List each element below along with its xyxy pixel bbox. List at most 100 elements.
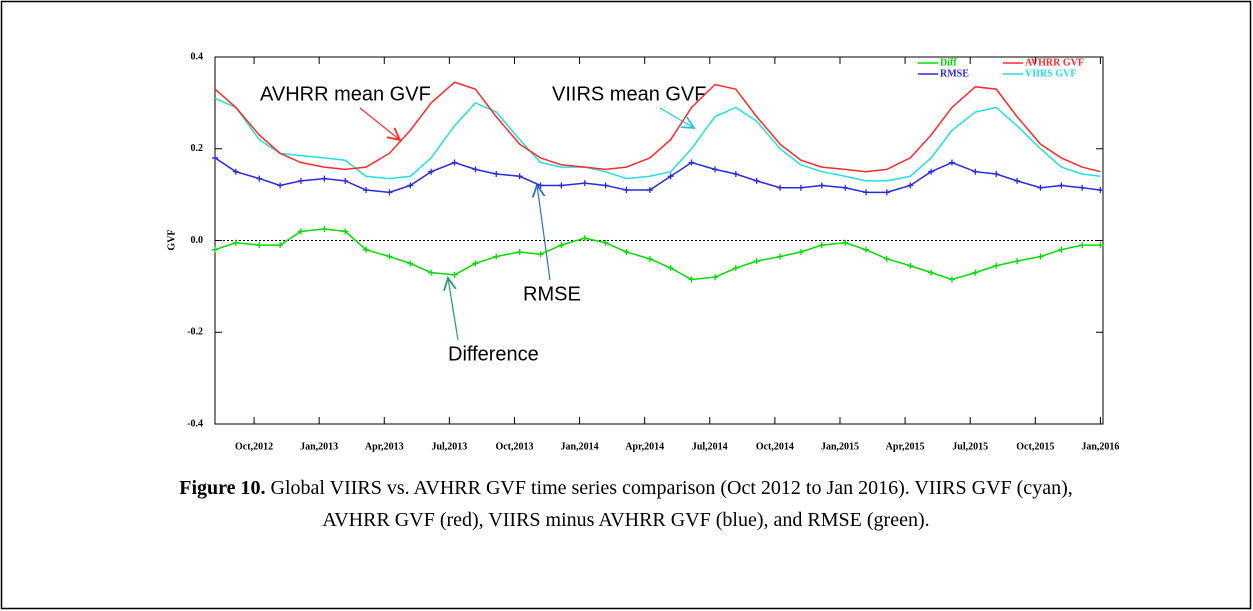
point-marker [646,255,653,262]
point-marker [212,246,218,253]
point-marker [1079,242,1086,249]
point-marker [907,182,914,189]
legend-label: VIIRS GVF [1025,68,1076,79]
point-marker [558,182,565,189]
x-tick-label: Apr,2013 [365,441,404,452]
point-marker [472,166,479,173]
y-tick-label: -0.4 [187,418,203,429]
y-tick-label: 0.2 [191,143,204,154]
point-marker [342,177,349,184]
point-marker [623,187,630,194]
x-tick-label: Oct,2015 [1016,441,1054,452]
point-marker [993,262,1000,269]
point-marker [472,260,479,267]
point-marker [732,265,739,272]
point-marker [842,239,849,246]
point-marker [451,271,458,278]
arrow [537,185,551,281]
point-marker [277,242,284,249]
point-marker [818,182,825,189]
point-marker [797,248,804,255]
x-tick-label: Apr,2015 [886,441,925,452]
point-marker [777,253,784,260]
point-marker [256,242,263,249]
point-marker [753,258,760,265]
y-tick-label: 0.4 [191,51,204,62]
point-marker [753,177,760,184]
x-tick-label: Jul,2013 [431,441,467,452]
point-marker [321,175,328,182]
point-marker [972,269,979,276]
series-line [214,97,1101,182]
point-marker [993,170,1000,177]
point-marker [842,184,849,191]
x-tick-label: Jan,2014 [561,441,599,452]
point-marker [1037,184,1044,191]
point-marker [342,228,349,235]
point-marker [1058,182,1065,189]
point-marker [256,175,263,182]
point-marker [711,166,718,173]
point-marker [623,248,630,255]
point-marker [1058,246,1065,253]
point-marker [602,182,609,189]
caption-line: Figure 10. Global VIIRS vs. AVHRR GVF ti… [179,477,1072,499]
point-marker [972,168,979,175]
point-marker [1079,184,1086,191]
point-marker [297,228,304,235]
x-tick-label: Apr,2014 [625,441,664,452]
point-marker [688,159,695,166]
point-marker [537,182,544,189]
point-marker [948,159,955,166]
point-marker [883,189,890,196]
point-marker [688,276,695,283]
point-marker [386,189,393,196]
arrow [659,107,694,128]
point-marker [818,242,825,249]
point-marker [1097,242,1104,249]
point-marker [777,184,784,191]
point-marker [646,187,653,194]
point-marker [883,255,890,262]
point-marker [602,239,609,246]
point-marker [386,253,393,260]
point-marker [363,187,370,194]
arrow [448,278,459,341]
point-marker [277,182,284,189]
point-marker [948,276,955,283]
annotation: RMSE [523,283,581,305]
point-marker [407,260,414,267]
y-tick-label: -0.2 [187,327,203,338]
series-line [214,228,1101,281]
point-marker [558,242,565,249]
series-line [214,81,1101,173]
x-tick-label: Oct,2012 [235,441,273,452]
point-marker [581,180,588,187]
point-marker [711,274,718,281]
annotation: AVHRR mean GVF [260,83,431,105]
y-tick-label: 0.0 [191,235,204,246]
point-marker [1097,187,1104,194]
x-tick-label: Jan,2016 [1081,441,1119,452]
x-tick-label: Jul,2014 [692,441,728,452]
point-marker [297,177,304,184]
legend-label: AVHRR GVF [1025,57,1084,68]
y-axis-label: GVF [166,229,177,250]
point-marker [428,168,435,175]
point-marker [537,251,544,258]
legend-label: Diff [940,57,957,68]
caption-label: Figure 10. [179,477,265,499]
x-tick-label: Jan,2013 [300,441,338,452]
point-marker [907,262,914,269]
series-line [214,157,1101,194]
arrow [359,107,400,140]
point-marker [516,173,523,180]
x-tick-label: Oct,2013 [495,441,533,452]
point-marker [863,189,870,196]
point-marker [363,246,370,253]
point-marker [732,170,739,177]
point-marker [667,265,674,272]
point-marker [667,173,674,180]
